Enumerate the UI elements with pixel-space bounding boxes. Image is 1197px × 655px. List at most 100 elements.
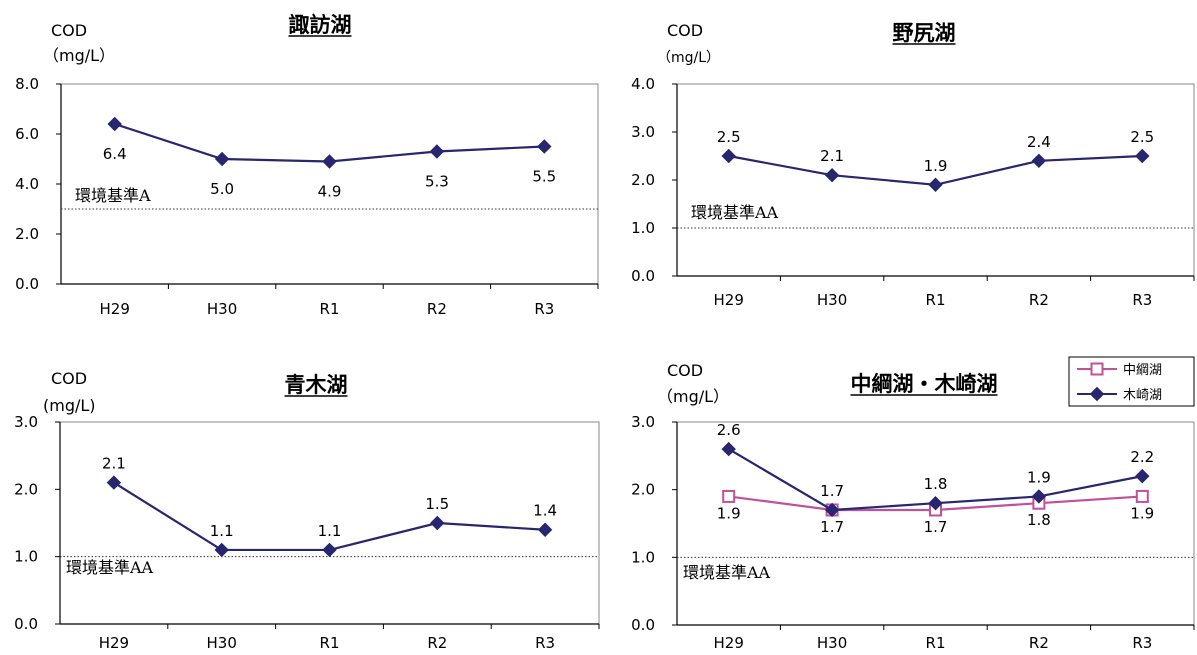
- y-axis-label: COD: [51, 21, 87, 40]
- data-label: 1.4: [533, 502, 557, 520]
- data-label: 2.1: [102, 455, 126, 473]
- y-tick-label: 1.0: [631, 548, 655, 566]
- y-tick-label: 2.0: [15, 225, 39, 243]
- x-tick-label: R3: [1132, 291, 1152, 309]
- data-label: 1.8: [1027, 511, 1051, 529]
- data-point: [1031, 489, 1047, 504]
- x-tick-label: R2: [1029, 291, 1049, 309]
- data-point: [214, 151, 230, 167]
- x-tick-label: H30: [817, 634, 847, 652]
- legend-marker: [1090, 362, 1104, 376]
- data-point: [824, 167, 840, 183]
- data-point: [322, 542, 337, 558]
- x-tick-label: H30: [207, 300, 237, 318]
- y-tick-label: 3.0: [14, 413, 38, 431]
- data-point: [214, 542, 229, 558]
- x-tick-label: H29: [714, 291, 744, 309]
- x-tick-label: R1: [320, 300, 340, 318]
- chart-title: 野尻湖: [893, 21, 956, 45]
- y-tick-label: 0.0: [15, 275, 39, 293]
- x-tick-label: H30: [817, 291, 847, 309]
- y-tick-label: 4.0: [15, 175, 39, 193]
- data-label: 2.5: [717, 128, 741, 146]
- data-point: [429, 144, 445, 159]
- data-label: 1.7: [820, 482, 844, 500]
- chart-title: 中綱湖・木崎湖: [851, 372, 998, 396]
- legend-entry: 木崎湖: [1123, 388, 1162, 403]
- data-label: 2.5: [1130, 128, 1154, 146]
- data-point: [106, 475, 122, 490]
- y-tick-label: 4.0: [631, 75, 655, 93]
- standard-label: 環境基準AA: [691, 203, 779, 222]
- legend-box: [1068, 356, 1195, 407]
- data-point: [1031, 153, 1047, 169]
- data-label: 1.9: [717, 504, 741, 522]
- y-tick-label: 0.0: [631, 616, 655, 634]
- data-point: [107, 116, 122, 132]
- y-axis-unit: （mg/L）: [657, 387, 729, 406]
- x-tick-label: R1: [926, 291, 946, 309]
- data-point: [1135, 489, 1149, 503]
- data-label: 5.3: [425, 173, 449, 191]
- data-label: 1.8: [924, 475, 948, 493]
- data-label: 1.9: [924, 157, 948, 175]
- standard-label: 環境基準AA: [683, 563, 771, 582]
- x-tick-label: R2: [427, 634, 447, 652]
- x-tick-label: H29: [100, 300, 130, 318]
- x-tick-label: H29: [99, 634, 129, 652]
- chart-title: 諏訪湖: [289, 13, 352, 37]
- standard-label: 環境基準A: [75, 186, 151, 205]
- data-point: [721, 148, 736, 164]
- x-tick-label: H30: [207, 634, 237, 652]
- data-label: 1.9: [1027, 468, 1051, 486]
- y-tick-label: 2.0: [631, 171, 655, 189]
- data-label: 2.4: [1027, 133, 1051, 151]
- y-tick-label: 2.0: [14, 480, 38, 498]
- data-point: [430, 515, 445, 531]
- data-label: 1.7: [924, 518, 948, 536]
- x-tick-label: R3: [1132, 634, 1152, 652]
- data-point: [322, 154, 337, 169]
- data-point: [1135, 468, 1150, 484]
- y-tick-label: 1.0: [14, 548, 38, 566]
- y-tick-label: 0.0: [631, 267, 655, 285]
- x-tick-label: R2: [427, 300, 447, 318]
- standard-label: 環境基準AA: [66, 558, 154, 577]
- data-point: [824, 502, 840, 518]
- data-point: [928, 177, 943, 193]
- data-point: [721, 441, 736, 457]
- y-tick-label: 3.0: [631, 413, 655, 431]
- data-point: [537, 139, 552, 154]
- data-point: [537, 522, 553, 537]
- y-axis-unit: (mg/L): [43, 396, 96, 415]
- data-label: 1.9: [1130, 504, 1154, 522]
- data-label: 6.4: [103, 145, 127, 163]
- data-point: [1135, 148, 1150, 164]
- y-tick-label: 8.0: [15, 75, 39, 93]
- data-label: 5.5: [532, 168, 556, 186]
- data-label: 1.7: [820, 518, 844, 536]
- x-tick-label: R2: [1029, 634, 1049, 652]
- chart-title: 青木湖: [285, 373, 348, 397]
- y-axis-unit: （mg/L）: [657, 50, 720, 66]
- x-tick-label: H29: [714, 634, 744, 652]
- data-label: 2.2: [1130, 448, 1154, 466]
- legend-marker: [1089, 386, 1105, 402]
- x-tick-label: R1: [926, 634, 946, 652]
- y-axis-label: COD: [51, 369, 87, 388]
- y-tick-label: 1.0: [631, 219, 655, 237]
- y-tick-label: 6.0: [15, 125, 39, 143]
- data-label: 4.9: [318, 183, 342, 201]
- data-label: 2.6: [717, 421, 741, 439]
- data-point: [928, 495, 943, 511]
- legend-entry: 中綱湖: [1123, 363, 1162, 378]
- data-label: 1.5: [425, 495, 449, 513]
- y-tick-label: 0.0: [14, 615, 38, 633]
- data-label: 1.1: [210, 522, 234, 540]
- y-axis-unit: （mg/L）: [43, 46, 115, 65]
- x-tick-label: R1: [320, 634, 340, 652]
- data-label: 2.1: [820, 147, 844, 165]
- data-label: 1.1: [318, 522, 342, 540]
- data-label: 5.0: [210, 180, 234, 198]
